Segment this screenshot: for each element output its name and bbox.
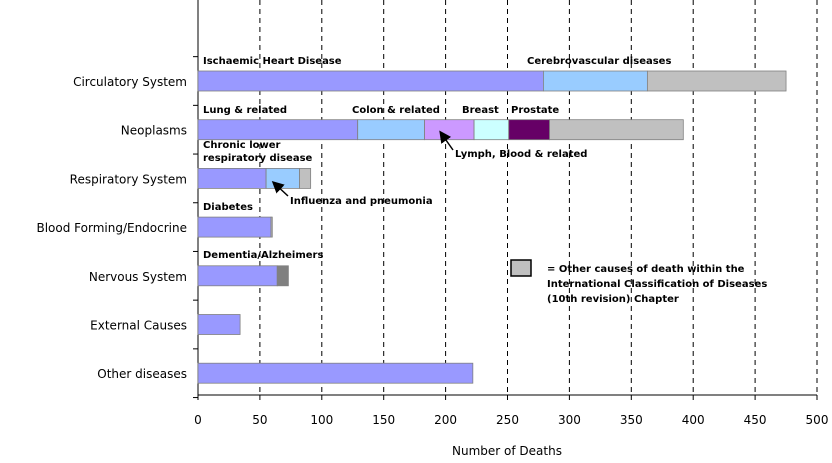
bar-segment	[299, 167, 312, 189]
legend-text: (10th revision) Chapter	[547, 294, 679, 305]
x-tick-label: 300	[558, 413, 581, 427]
bar-segment	[646, 70, 787, 92]
x-tick-label: 250	[496, 413, 519, 427]
bar-segment	[197, 216, 272, 238]
segment-label: Dementia/Alzheimers	[203, 250, 323, 261]
x-tick-label: 200	[434, 413, 457, 427]
annotation-arrow	[271, 180, 289, 197]
segment-label: Prostate	[511, 105, 559, 116]
x-tick-label: 100	[310, 413, 333, 427]
bar-segment	[265, 167, 300, 189]
bar-segment	[270, 216, 273, 238]
x-tick-label: 400	[682, 413, 705, 427]
segment-label: Cerebrovascular diseases	[527, 56, 671, 67]
y-tick-label: Other diseases	[97, 367, 187, 381]
y-tick-label: External Causes	[90, 319, 187, 333]
segment-label: Lung & related	[203, 105, 287, 116]
x-tick-label: 500	[806, 413, 829, 427]
x-tick-label: 350	[620, 413, 643, 427]
bar-segment	[197, 167, 267, 189]
bar-segment	[424, 119, 475, 141]
bar-segment	[197, 362, 474, 384]
x-axis-label: Number of Deaths	[452, 444, 562, 458]
segment-label: Breast	[462, 105, 499, 116]
segment-label: Diabetes	[203, 202, 253, 213]
segment-label: Lymph, Blood & related	[455, 149, 587, 160]
y-tick-label: Respiratory System	[70, 172, 187, 186]
x-tick-label: 50	[252, 413, 267, 427]
segment-label: Ischaemic Heart Disease	[203, 56, 342, 67]
x-tick-label: 450	[744, 413, 767, 427]
bar-segment	[197, 119, 359, 141]
y-tick-label: Nervous System	[89, 270, 187, 284]
x-tick-label: 0	[194, 413, 202, 427]
bar-segment	[473, 119, 510, 141]
bar-segment	[197, 314, 241, 335]
legend-text: = Other causes of death within the	[547, 264, 745, 275]
bar-segment	[543, 70, 648, 92]
bar-segment	[549, 119, 684, 141]
bar-segment	[508, 119, 550, 141]
y-tick-label: Blood Forming/Endocrine	[36, 221, 187, 235]
y-tick-label: Neoplasms	[121, 124, 187, 138]
bar-segment	[197, 265, 278, 287]
bar-segment	[197, 70, 544, 92]
annotation-arrow	[439, 130, 454, 151]
segment-label: Chronic lower	[203, 140, 281, 151]
bar-segment	[357, 119, 425, 141]
y-tick-label: Circulatory System	[73, 75, 187, 89]
segment-label: respiratory disease	[203, 153, 313, 164]
segment-label: Colon & related	[352, 105, 440, 116]
x-tick-label: 150	[372, 413, 395, 427]
legend-swatch	[510, 259, 532, 277]
legend-text: International Classification of Diseases	[547, 279, 767, 290]
segment-label: Influenza and pneumonia	[290, 196, 433, 207]
bar-segment	[276, 265, 289, 287]
